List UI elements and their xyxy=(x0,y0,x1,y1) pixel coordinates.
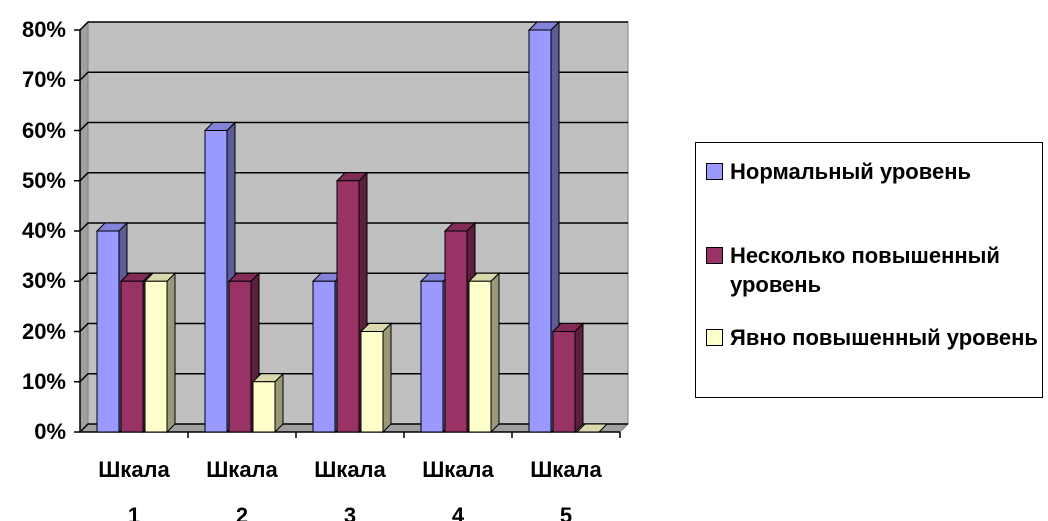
bar-front xyxy=(468,280,492,433)
bar-top xyxy=(575,423,609,433)
legend-label: Нормальный уровень xyxy=(730,159,972,184)
y-tick-label: 0% xyxy=(34,419,66,444)
bar-front xyxy=(444,230,468,433)
bar xyxy=(359,322,393,434)
bar-front xyxy=(552,331,576,433)
legend-entry: Нормальный уровень xyxy=(706,157,1048,186)
bar-front xyxy=(360,331,384,433)
legend-entry: Несколько повышенный уровень xyxy=(706,241,1048,299)
y-tick-label: 30% xyxy=(21,268,66,294)
grid-line xyxy=(79,222,628,232)
x-tick-label: Шкала 2 xyxy=(206,457,278,521)
bar-side xyxy=(382,322,392,434)
bar-front xyxy=(96,230,120,433)
bar-front xyxy=(528,29,552,433)
legend-label: Несколько повышенный уровень xyxy=(730,243,1000,297)
bar xyxy=(143,272,177,434)
grid-line xyxy=(79,71,628,81)
bar-side xyxy=(490,272,500,434)
bar-front xyxy=(228,280,252,433)
legend-label: Явно повышенный уровень xyxy=(730,325,1038,350)
bar xyxy=(551,322,585,434)
y-tick-label: 60% xyxy=(21,117,66,143)
bar-front xyxy=(120,280,144,433)
bar xyxy=(527,20,561,434)
legend-entry: Явно повышенный уровень xyxy=(706,323,1048,352)
y-tick-label: 40% xyxy=(21,218,66,243)
bar-front xyxy=(336,180,360,433)
bar-front xyxy=(252,381,276,433)
bar xyxy=(251,372,285,434)
y-tick-label: 20% xyxy=(21,318,66,344)
bar-front xyxy=(420,280,444,433)
bar-front xyxy=(204,130,228,433)
bar-side xyxy=(574,322,584,434)
bar-front xyxy=(144,280,168,433)
bar xyxy=(467,272,501,434)
bar-side xyxy=(166,272,176,434)
legend-swatch xyxy=(706,247,723,264)
grid-line xyxy=(79,121,628,132)
legend-swatch xyxy=(706,163,723,180)
y-tick-label: 50% xyxy=(21,167,66,193)
bar-side xyxy=(274,372,284,434)
x-tick-label: Шкала 5 xyxy=(530,457,602,521)
legend: Нормальный уровень Несколько повышенный у… xyxy=(695,142,1043,398)
y-tick-label: 10% xyxy=(21,368,66,394)
grid-line xyxy=(79,172,628,182)
bar-front xyxy=(312,280,336,433)
y-tick-label: 70% xyxy=(21,67,66,93)
legend-swatch xyxy=(706,329,723,346)
x-tick-label: Шкала 1 xyxy=(98,457,170,521)
x-tick-label: Шкала 4 xyxy=(422,457,494,521)
grid-line xyxy=(79,21,628,31)
x-tick-label: Шкала 3 xyxy=(314,457,386,521)
y-tick-label: 80% xyxy=(21,17,66,42)
bar xyxy=(575,423,609,433)
